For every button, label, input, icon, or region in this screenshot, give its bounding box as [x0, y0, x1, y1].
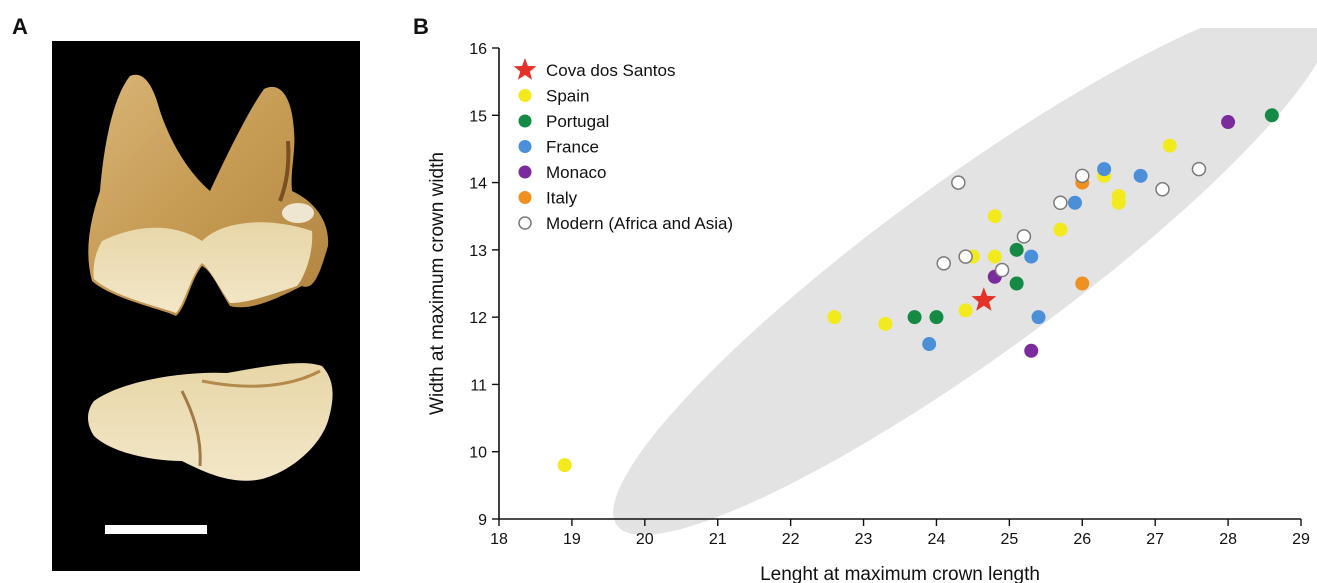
data-point-france — [1133, 168, 1148, 183]
data-point-spain — [958, 303, 973, 318]
legend-label-cova-dos-santos: Cova dos Santos — [546, 61, 675, 80]
data-point-modern-africa-and-asia — [1075, 168, 1090, 184]
data-point-spain — [1162, 138, 1177, 153]
data-point-france — [1097, 162, 1112, 177]
x-tick-label: 27 — [1146, 531, 1164, 548]
x-tick-label: 20 — [636, 531, 654, 548]
data-point-monaco — [1024, 343, 1039, 358]
data-point-spain — [878, 316, 893, 331]
legend-marker-france — [518, 140, 532, 153]
x-tick-label: 22 — [782, 531, 800, 548]
data-point-spain — [987, 249, 1002, 264]
y-tick-label: 10 — [469, 445, 487, 462]
legend-label-monaco: Monaco — [546, 163, 606, 182]
y-tick-label: 9 — [478, 512, 487, 529]
data-point-france — [1067, 195, 1082, 210]
data-point-france — [1031, 310, 1046, 325]
data-point-modern-africa-and-asia — [1191, 161, 1207, 177]
legend-label-france: France — [546, 138, 599, 157]
data-point-portugal — [1264, 108, 1279, 123]
x-tick-label: 29 — [1292, 531, 1310, 548]
x-tick-label: 24 — [928, 531, 946, 548]
data-point-modern-africa-and-asia — [1155, 182, 1170, 197]
legend-marker-spain — [518, 89, 532, 102]
legend-label-italy: Italy — [546, 189, 578, 208]
data-point-spain — [987, 209, 1002, 224]
data-point-modern-africa-and-asia — [958, 249, 973, 264]
x-tick-label: 18 — [490, 531, 508, 548]
x-tick-label: 26 — [1073, 531, 1091, 548]
confidence-ellipse — [613, 28, 1317, 535]
data-point-monaco — [1221, 115, 1236, 130]
legend-marker-modern-africa-and-asia — [518, 216, 532, 230]
y-tick-label: 12 — [469, 310, 487, 327]
data-point-modern-africa-and-asia — [1053, 195, 1068, 211]
scatter-chart-svg: 18 19 20 21 22 23 24 25 26 27 28 29910111213141516 … — [427, 28, 1317, 583]
data-point-portugal — [929, 310, 944, 325]
panel-b-label: B — [413, 14, 429, 39]
scale-bar — [105, 525, 207, 534]
y-tick-label: 13 — [469, 243, 487, 260]
data-point-france — [922, 337, 937, 352]
tooth-photo-graphic — [88, 74, 333, 534]
tooth-photo — [52, 41, 360, 571]
panel-a-label: A — [12, 14, 28, 39]
data-point-modern-africa-and-asia — [951, 175, 966, 190]
legend-marker-italy — [518, 191, 532, 204]
data-point-spain — [1053, 222, 1068, 237]
x-tick-label: 25 — [1000, 531, 1018, 548]
legend-label-portugal: Portugal — [546, 112, 609, 131]
x-tick-label: 28 — [1219, 531, 1237, 548]
data-point-france — [1024, 249, 1039, 264]
data-point-modern-africa-and-asia — [936, 256, 951, 271]
data-point-cova-dos-santos — [971, 287, 997, 311]
data-point-portugal — [1009, 276, 1024, 291]
data-point-modern-africa-and-asia — [994, 262, 1010, 278]
x-tick-label: 19 — [563, 531, 581, 548]
y-tick-label: 11 — [470, 377, 487, 394]
x-tick-label: 21 — [709, 531, 727, 548]
data-point-italy — [1075, 276, 1090, 291]
data-point-portugal — [1009, 242, 1024, 257]
tooth-lower-view — [88, 363, 333, 481]
legend-label-modern-africa-and-asia: Modern (Africa and Asia) — [546, 214, 733, 233]
data-point-spain — [827, 310, 842, 325]
legend-label-spain: Spain — [546, 87, 589, 106]
legend-marker-monaco — [518, 165, 532, 179]
legend-marker-cova-dos-santos — [513, 58, 537, 80]
y-tick-label: 16 — [469, 41, 487, 58]
legend-marker-portugal — [518, 114, 532, 128]
x-tick-label: 23 — [855, 531, 873, 548]
x-axis-label: Lenght at maximum crown length — [760, 564, 1040, 583]
data-point-modern-africa-and-asia — [1016, 229, 1032, 244]
data-point-spain — [557, 458, 572, 473]
y-axis-label: Width at maximum crown width — [427, 152, 448, 415]
data-point-portugal — [907, 310, 922, 325]
data-point-spain — [1111, 195, 1126, 210]
y-tick-label: 14 — [469, 176, 487, 193]
scatter-chart: 18 19 20 21 22 23 24 25 26 27 28 29 9 10 11 12 13 14 15 16 … — [420, 28, 1317, 583]
y-tick-label: 15 — [469, 108, 487, 125]
